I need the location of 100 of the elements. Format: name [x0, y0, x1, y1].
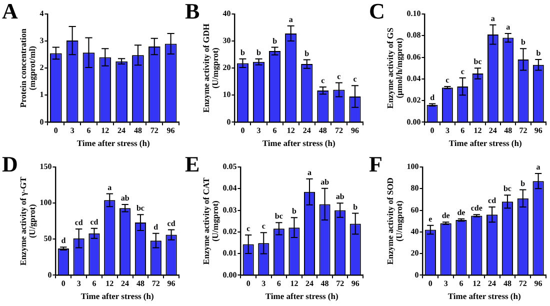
x-tick-label: 3	[262, 279, 266, 288]
chart-title: D	[2, 152, 18, 177]
chart-title: B	[185, 0, 200, 24]
annotation: b	[536, 48, 542, 58]
x-tick-label: 72	[519, 126, 528, 136]
annotation: de	[457, 208, 466, 217]
x-tick-label: 6	[460, 126, 465, 136]
annotation: b	[520, 178, 526, 188]
x-tick-label: 6	[86, 126, 91, 136]
x-tick-label: 0	[61, 279, 66, 288]
annotation: a	[536, 162, 540, 172]
annotation: c	[246, 224, 251, 234]
y-axis-title: Enzyme activity of GS (μmol/h/mgprot)	[384, 27, 404, 109]
annotation: de	[442, 211, 450, 220]
x-tick-label: 24	[488, 279, 496, 288]
x-tick-label: 96	[534, 279, 542, 288]
annotation: ab	[336, 192, 345, 202]
x-axis-title: Time after stress (h)	[448, 291, 521, 302]
x-axis-title: Time after stress (h)	[265, 291, 338, 302]
y-axis-title: Enzyme activity of γ-GT (U/gprot)	[18, 176, 38, 266]
y-tick-label: 100	[406, 162, 419, 172]
x-tick-label: 0	[246, 279, 250, 288]
annotation: c	[337, 72, 342, 81]
annotation: bc	[136, 204, 145, 213]
y-tick-label: 0.02	[222, 226, 237, 236]
x-tick-label: 12	[101, 126, 110, 136]
annotation: bc	[274, 212, 284, 221]
x-tick-label: 72	[336, 279, 344, 288]
y-tick-label: 0.05	[222, 162, 237, 172]
y-tick-label: 0.01	[222, 248, 237, 258]
y-tick-label: 40	[222, 9, 231, 18]
x-tick-label: 6	[272, 126, 277, 136]
x-tick-label: 0	[54, 126, 58, 136]
y-tick-label: 0.00	[406, 117, 421, 126]
y-axis-title: Enzyme activity of CAT (U/mgprot)	[200, 177, 220, 265]
y-tick-label: 0	[414, 270, 419, 280]
annotation: b	[240, 48, 246, 57]
x-tick-label: 6	[92, 279, 96, 288]
x-axis-title: Time after stress (h)	[80, 291, 154, 302]
annotation: d	[430, 92, 436, 102]
annotation: cde	[470, 204, 483, 213]
x-tick-label: 3	[256, 126, 261, 136]
x-tick-label: 48	[318, 126, 327, 136]
x-tick-label: 24	[121, 279, 130, 288]
x-tick-label: 24	[118, 126, 126, 136]
x-tick-label: 12	[286, 126, 295, 136]
y-tick-label: 80	[410, 184, 419, 193]
x-tick-label: 0	[240, 126, 245, 136]
annotation: cd	[90, 217, 99, 226]
chart-title: E	[185, 152, 200, 177]
y-tick-label: 0.06	[406, 52, 421, 62]
y-tick-label: 100	[40, 198, 52, 208]
y-tick-label: 3	[40, 36, 44, 46]
annotation: cd	[488, 196, 497, 206]
y-tick-label: 1	[40, 90, 44, 100]
x-tick-label: 48	[136, 279, 144, 288]
x-tick-label: 12	[474, 126, 482, 136]
x-tick-label: 3	[70, 126, 74, 136]
y-tick-label: 0.04	[222, 184, 237, 193]
y-tick-label: 20	[222, 63, 231, 72]
x-tick-label: 12	[472, 279, 481, 288]
annotation: b	[353, 202, 358, 212]
chart-title: F	[369, 152, 382, 177]
x-tick-label: 96	[350, 126, 359, 136]
x-tick-label: 72	[334, 126, 343, 136]
annotation: a	[490, 14, 495, 23]
annotation: b	[256, 48, 262, 57]
annotation: cd	[167, 218, 176, 228]
y-tick-label: 0.00	[222, 270, 237, 280]
annotation: d	[61, 236, 66, 246]
chart-title: C	[369, 0, 385, 24]
annotation: c	[446, 76, 450, 85]
y-axis-title: Enzyme activity of GDH (U/mgprot)	[200, 23, 220, 113]
y-axis-title: Protein concentration (mgprot/ml)	[18, 28, 38, 108]
annotation: bc	[503, 184, 512, 194]
annotation: cd	[74, 218, 84, 228]
annotation: a	[506, 22, 510, 32]
annotation: c	[262, 222, 266, 231]
y-tick-label: 0.02	[406, 96, 421, 105]
y-tick-label: 0.08	[406, 30, 421, 40]
y-tick-label: 0	[40, 117, 44, 126]
annotation: ab	[320, 177, 330, 186]
y-tick-label: 40	[410, 226, 419, 236]
annotation: e	[428, 214, 433, 224]
annotation: b	[272, 36, 278, 46]
y-tick-label: 2	[40, 63, 44, 72]
y-tick-label: 150	[40, 162, 52, 172]
x-tick-label: 24	[305, 279, 314, 288]
x-tick-label: 96	[351, 279, 360, 288]
x-tick-label: 96	[167, 279, 176, 288]
annotation: ab	[120, 194, 130, 203]
x-axis-title: Time after stress (h)	[76, 138, 150, 148]
x-tick-label: 6	[276, 279, 281, 288]
y-tick-label: 0.04	[406, 74, 421, 83]
x-tick-label: 96	[534, 126, 542, 136]
y-tick-label: 4	[40, 9, 44, 18]
y-tick-label: 0.10	[406, 9, 421, 18]
chart-title: A	[2, 0, 18, 24]
x-tick-label: 3	[445, 126, 450, 136]
y-tick-label: 30	[222, 36, 231, 46]
